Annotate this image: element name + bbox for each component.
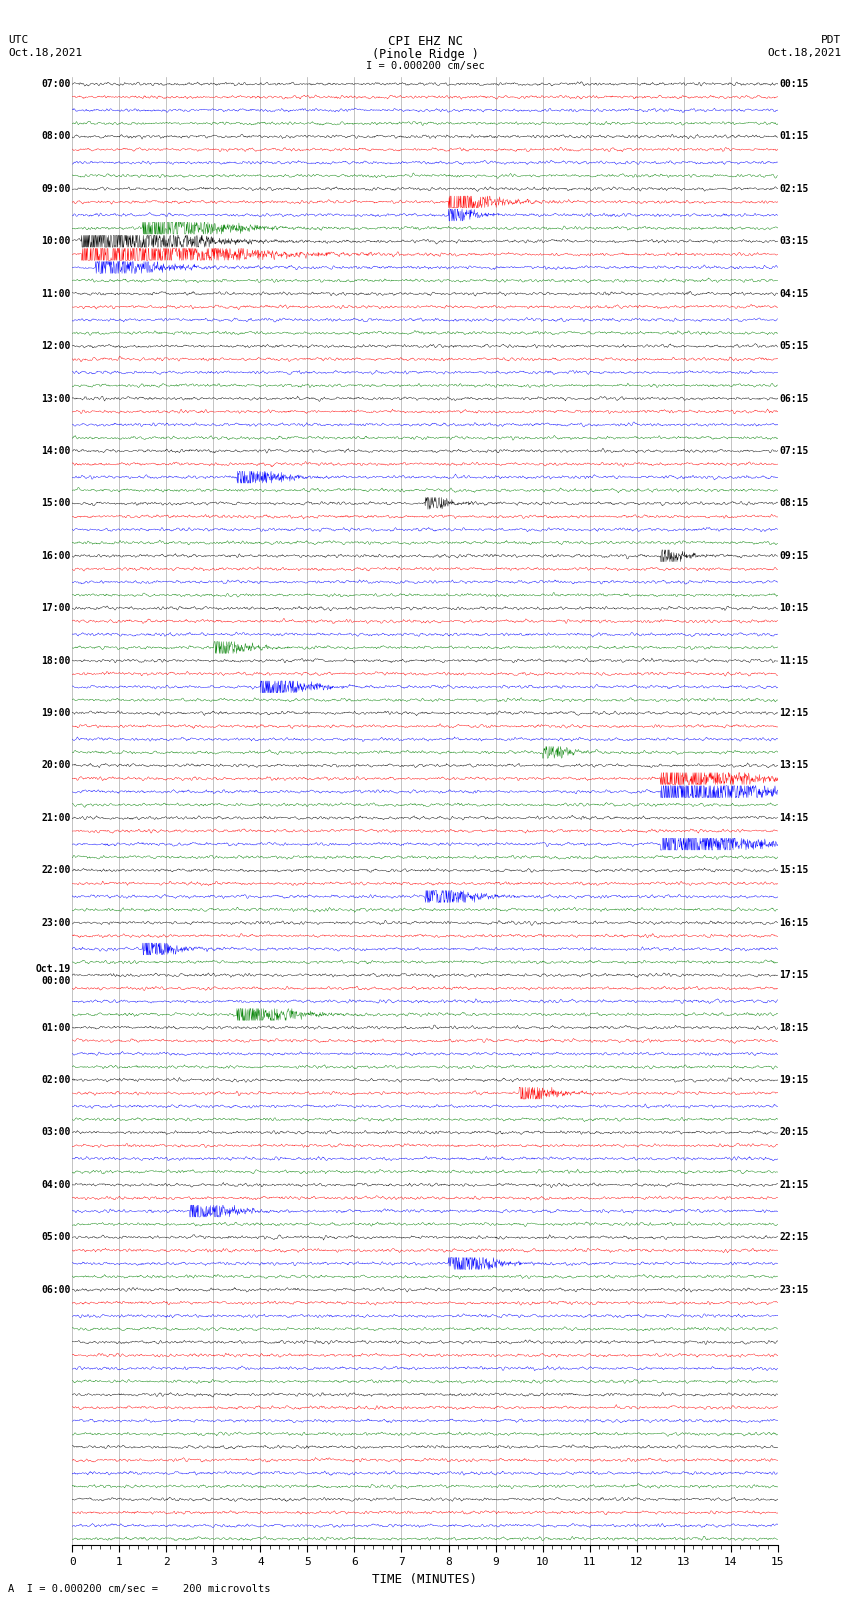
Text: 18:15: 18:15 [779,1023,808,1032]
Text: 03:15: 03:15 [779,235,808,247]
Text: 02:00: 02:00 [42,1074,71,1086]
Text: 14:00: 14:00 [42,445,71,456]
Text: Oct.19
00:00: Oct.19 00:00 [36,965,71,986]
Text: 01:00: 01:00 [42,1023,71,1032]
Text: 17:15: 17:15 [779,969,808,981]
Text: 23:15: 23:15 [779,1284,808,1295]
Text: 20:15: 20:15 [779,1127,808,1137]
Text: (Pinole Ridge ): (Pinole Ridge ) [371,48,479,61]
Text: CPI EHZ NC: CPI EHZ NC [388,35,462,48]
Text: 13:15: 13:15 [779,760,808,771]
Text: 16:15: 16:15 [779,918,808,927]
Text: 04:00: 04:00 [42,1179,71,1190]
Text: 22:15: 22:15 [779,1232,808,1242]
Text: 13:00: 13:00 [42,394,71,403]
Text: 15:15: 15:15 [779,865,808,876]
Text: 17:00: 17:00 [42,603,71,613]
Text: 11:00: 11:00 [42,289,71,298]
Text: 23:00: 23:00 [42,918,71,927]
Text: 21:15: 21:15 [779,1179,808,1190]
Text: 08:00: 08:00 [42,131,71,142]
Text: 06:00: 06:00 [42,1284,71,1295]
Text: 05:15: 05:15 [779,340,808,352]
Text: 05:00: 05:00 [42,1232,71,1242]
Text: 08:15: 08:15 [779,498,808,508]
Text: 12:00: 12:00 [42,340,71,352]
Text: 12:15: 12:15 [779,708,808,718]
Text: I = 0.000200 cm/sec: I = 0.000200 cm/sec [366,61,484,71]
Text: PDT: PDT [821,35,842,45]
Text: UTC: UTC [8,35,29,45]
Text: 10:15: 10:15 [779,603,808,613]
Text: 02:15: 02:15 [779,184,808,194]
Text: 00:15: 00:15 [779,79,808,89]
Text: Oct.18,2021: Oct.18,2021 [768,48,842,58]
Text: 18:00: 18:00 [42,655,71,666]
Text: 07:15: 07:15 [779,445,808,456]
X-axis label: TIME (MINUTES): TIME (MINUTES) [372,1573,478,1586]
Text: 07:00: 07:00 [42,79,71,89]
Text: 03:00: 03:00 [42,1127,71,1137]
Text: A  I = 0.000200 cm/sec =    200 microvolts: A I = 0.000200 cm/sec = 200 microvolts [8,1584,271,1594]
Text: 19:00: 19:00 [42,708,71,718]
Text: 04:15: 04:15 [779,289,808,298]
Text: 06:15: 06:15 [779,394,808,403]
Text: 14:15: 14:15 [779,813,808,823]
Text: 15:00: 15:00 [42,498,71,508]
Text: 11:15: 11:15 [779,655,808,666]
Text: 22:00: 22:00 [42,865,71,876]
Text: 09:15: 09:15 [779,550,808,561]
Text: 19:15: 19:15 [779,1074,808,1086]
Text: Oct.18,2021: Oct.18,2021 [8,48,82,58]
Text: 20:00: 20:00 [42,760,71,771]
Text: 01:15: 01:15 [779,131,808,142]
Text: 16:00: 16:00 [42,550,71,561]
Text: 09:00: 09:00 [42,184,71,194]
Text: 10:00: 10:00 [42,235,71,247]
Text: 21:00: 21:00 [42,813,71,823]
